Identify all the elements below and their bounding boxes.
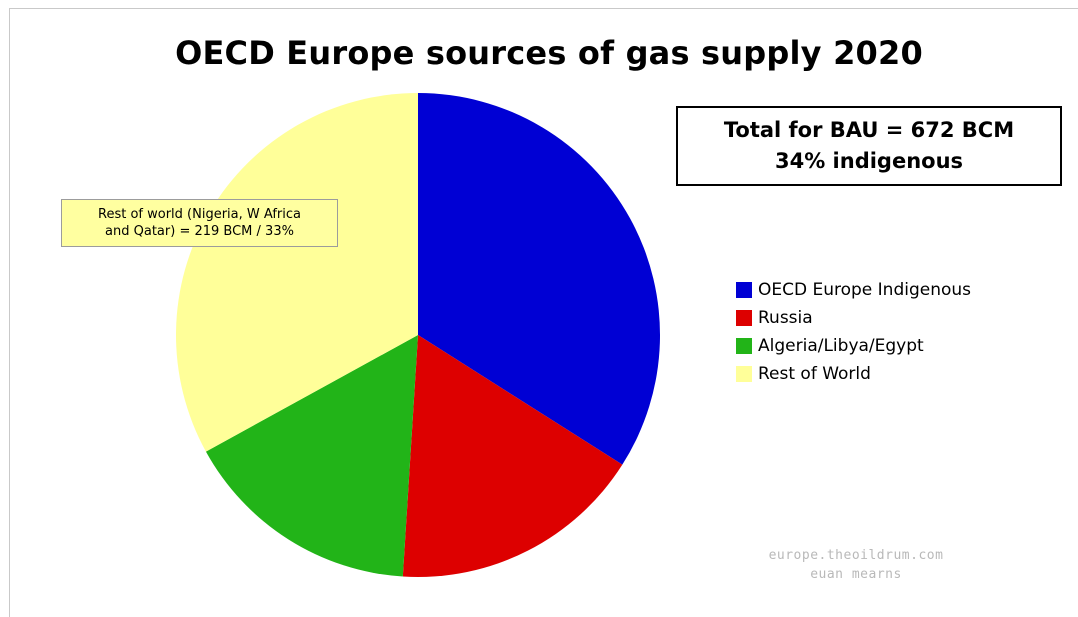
total-annotation-line2: 34% indigenous bbox=[774, 149, 964, 173]
credit-site: europe.theoildrum.com bbox=[768, 548, 944, 563]
legend-label-rest-of-world: Rest of World bbox=[758, 364, 871, 384]
pie-slice-rest-of-world bbox=[175, 93, 418, 452]
legend-item-indigenous: OECD Europe Indigenous bbox=[736, 276, 971, 304]
legend-swatch-russia bbox=[736, 310, 752, 326]
legend-swatch-north-africa bbox=[736, 338, 752, 354]
legend-swatch-indigenous bbox=[736, 282, 752, 298]
legend-item-russia: Russia bbox=[736, 304, 971, 332]
legend-item-rest-of-world: Rest of World bbox=[736, 360, 971, 388]
legend-swatch-rest-of-world bbox=[736, 366, 752, 382]
legend-label-russia: Russia bbox=[758, 308, 813, 328]
pie-slice-north-africa bbox=[205, 335, 418, 577]
chart-title: OECD Europe sources of gas supply 2020 bbox=[175, 34, 923, 72]
legend-label-indigenous: OECD Europe Indigenous bbox=[758, 280, 972, 300]
total-annotation-box: Total for BAU = 672 BCM 34% indigenous bbox=[676, 106, 1062, 186]
credit-author: euan mearns bbox=[810, 567, 902, 582]
callout-line1: Rest of world (Nigeria, W Africa bbox=[98, 207, 301, 222]
legend-item-north-africa: Algeria/Libya/Egypt bbox=[736, 332, 971, 360]
pie-slice-russia bbox=[402, 335, 623, 577]
total-annotation-line1: Total for BAU = 672 BCM bbox=[723, 118, 1015, 142]
callout-line2: and Qatar) = 219 BCM / 33% bbox=[105, 224, 294, 239]
pie-slice-indigenous bbox=[418, 93, 661, 465]
legend-label-north-africa: Algeria/Libya/Egypt bbox=[758, 336, 924, 356]
rest-of-world-callout: Rest of world (Nigeria, W Africa and Qat… bbox=[61, 199, 338, 247]
legend: OECD Europe Indigenous Russia Algeria/Li… bbox=[736, 276, 971, 388]
chart-frame bbox=[9, 8, 1078, 617]
